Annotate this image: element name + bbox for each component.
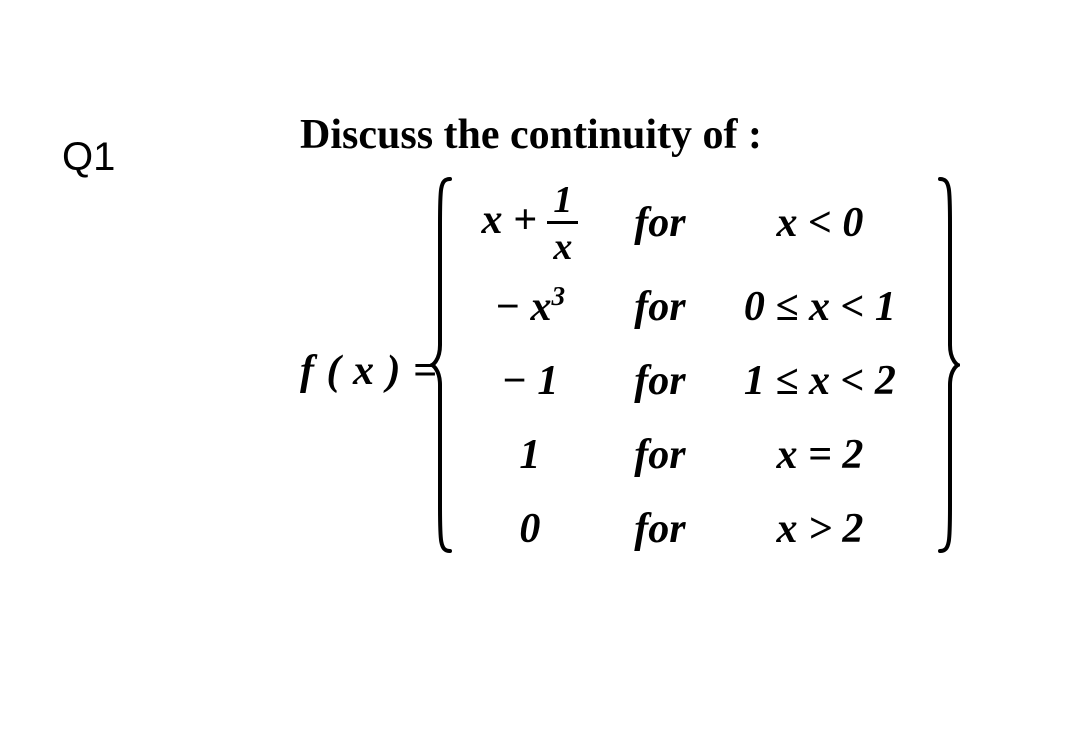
case-condition: 1 ≤ x < 2 xyxy=(710,345,930,417)
fraction: 1 x xyxy=(547,181,578,266)
for-keyword: for xyxy=(610,177,710,269)
question-label: Q1 xyxy=(62,135,115,180)
expr-prefix: x + xyxy=(481,197,536,243)
fraction-numerator: 1 xyxy=(547,181,578,224)
function-definition: f ( x ) = x + 1 x for x < xyxy=(300,175,948,567)
right-brace-icon xyxy=(940,175,960,567)
case-condition: x = 2 xyxy=(710,419,930,491)
case-condition: 0 ≤ x < 1 xyxy=(710,271,930,343)
for-keyword: for xyxy=(610,271,710,343)
for-keyword: for xyxy=(610,493,710,565)
case-expression: 0 xyxy=(460,493,610,565)
case-expression: − x3 xyxy=(460,271,610,343)
expr-sup: 3 xyxy=(552,281,566,311)
case-row: − x3 for 0 ≤ x < 1 xyxy=(460,271,930,343)
expr-text: − x xyxy=(495,284,552,330)
fraction-denominator: x xyxy=(547,224,578,266)
left-brace-icon xyxy=(430,175,450,567)
case-expression: x + 1 x xyxy=(460,177,610,269)
case-row: − 1 for 1 ≤ x < 2 xyxy=(460,345,930,417)
piecewise-brace-group: x + 1 x for x < 0 − x3 for 0 ≤ x < 1 xyxy=(442,175,948,567)
for-keyword: for xyxy=(610,345,710,417)
case-expression: − 1 xyxy=(460,345,610,417)
case-condition: x < 0 xyxy=(710,177,930,269)
question-heading: Discuss the continuity of : xyxy=(300,111,762,159)
piecewise-cases: x + 1 x for x < 0 − x3 for 0 ≤ x < 1 xyxy=(460,175,930,567)
function-lhs: f ( x ) = xyxy=(300,347,438,395)
case-row: x + 1 x for x < 0 xyxy=(460,177,930,269)
case-row: 1 for x = 2 xyxy=(460,419,930,491)
case-condition: x > 2 xyxy=(710,493,930,565)
for-keyword: for xyxy=(610,419,710,491)
case-expression: 1 xyxy=(460,419,610,491)
case-row: 0 for x > 2 xyxy=(460,493,930,565)
